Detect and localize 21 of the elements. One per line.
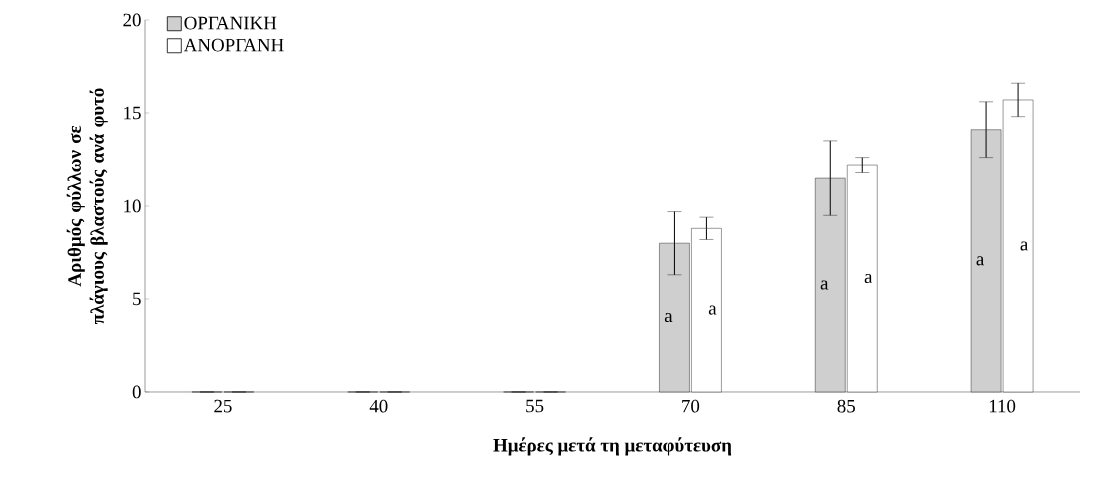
data-label: a: [976, 256, 985, 266]
x-tick-label: 25: [214, 399, 232, 413]
y-axis-title: Αριθμός φύλλων σε πλάγιους βλαστούς ανά φυτό: [66, 88, 108, 325]
x-axis-title: Ημέρες μετά τη μεταφύτευση: [493, 437, 732, 456]
x-tick-label: 70: [682, 399, 700, 413]
legend-label: ΑΝΟΡΓΑΝΗ: [183, 38, 284, 52]
data-label: a: [1020, 241, 1029, 251]
data-label: a: [820, 280, 829, 290]
x-tick-label: 40: [369, 399, 388, 413]
data-label: a: [864, 274, 873, 284]
y-tick-label: 0: [132, 385, 141, 399]
data-label: a: [708, 305, 717, 315]
legend-label: ΟΡΓΑΝΙΚΗ: [184, 16, 277, 30]
y-tick-label: 10: [124, 199, 141, 213]
x-tick-label: 55: [526, 399, 544, 413]
y-tick-label: 20: [123, 13, 141, 27]
y-tick-label: 15: [124, 106, 141, 120]
x-tick-label: 110: [989, 399, 1016, 413]
data-label: a: [664, 313, 673, 323]
x-tick-label: 85: [837, 399, 855, 413]
y-tick-label: 5: [133, 292, 141, 306]
